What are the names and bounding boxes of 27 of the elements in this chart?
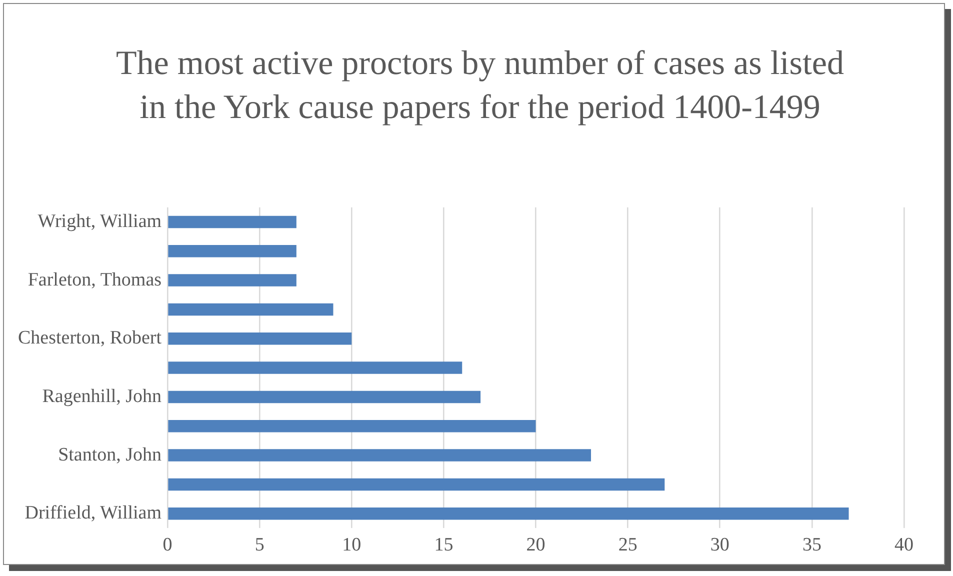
bar (168, 507, 849, 520)
bar (168, 390, 481, 404)
bar (168, 332, 352, 345)
x-tick-label: 10 (342, 534, 362, 556)
bar (168, 245, 296, 258)
x-tick-label: 35 (802, 534, 822, 556)
x-tick-label: 5 (254, 534, 264, 556)
x-tick-label: 40 (894, 534, 914, 556)
y-tick-label: Farleton, Thomas (28, 269, 162, 290)
x-tick-label: 30 (710, 534, 730, 556)
y-tick-label: Wright, William (38, 210, 162, 232)
bar (168, 449, 591, 462)
bar (168, 303, 334, 316)
y-tick-label: Stanton, John (58, 444, 162, 466)
y-tick-label: Chesterton, Robert (18, 328, 162, 349)
bar (168, 478, 665, 491)
chart-title: The most active proctors by number of cases as listed in the York cause papers for the period 1400-1499 (115, 44, 845, 128)
bar (168, 216, 296, 228)
x-tick-label: 15 (434, 534, 454, 556)
x-tick-label: 20 (526, 534, 546, 556)
bar (168, 420, 536, 432)
bar (168, 362, 462, 374)
bar (168, 274, 296, 286)
y-tick-label: Ragenhill, John (42, 386, 162, 407)
x-tick-label: 25 (618, 534, 638, 556)
x-tick-label: 0 (162, 534, 172, 556)
y-tick-label: Driffield, William (24, 502, 162, 524)
